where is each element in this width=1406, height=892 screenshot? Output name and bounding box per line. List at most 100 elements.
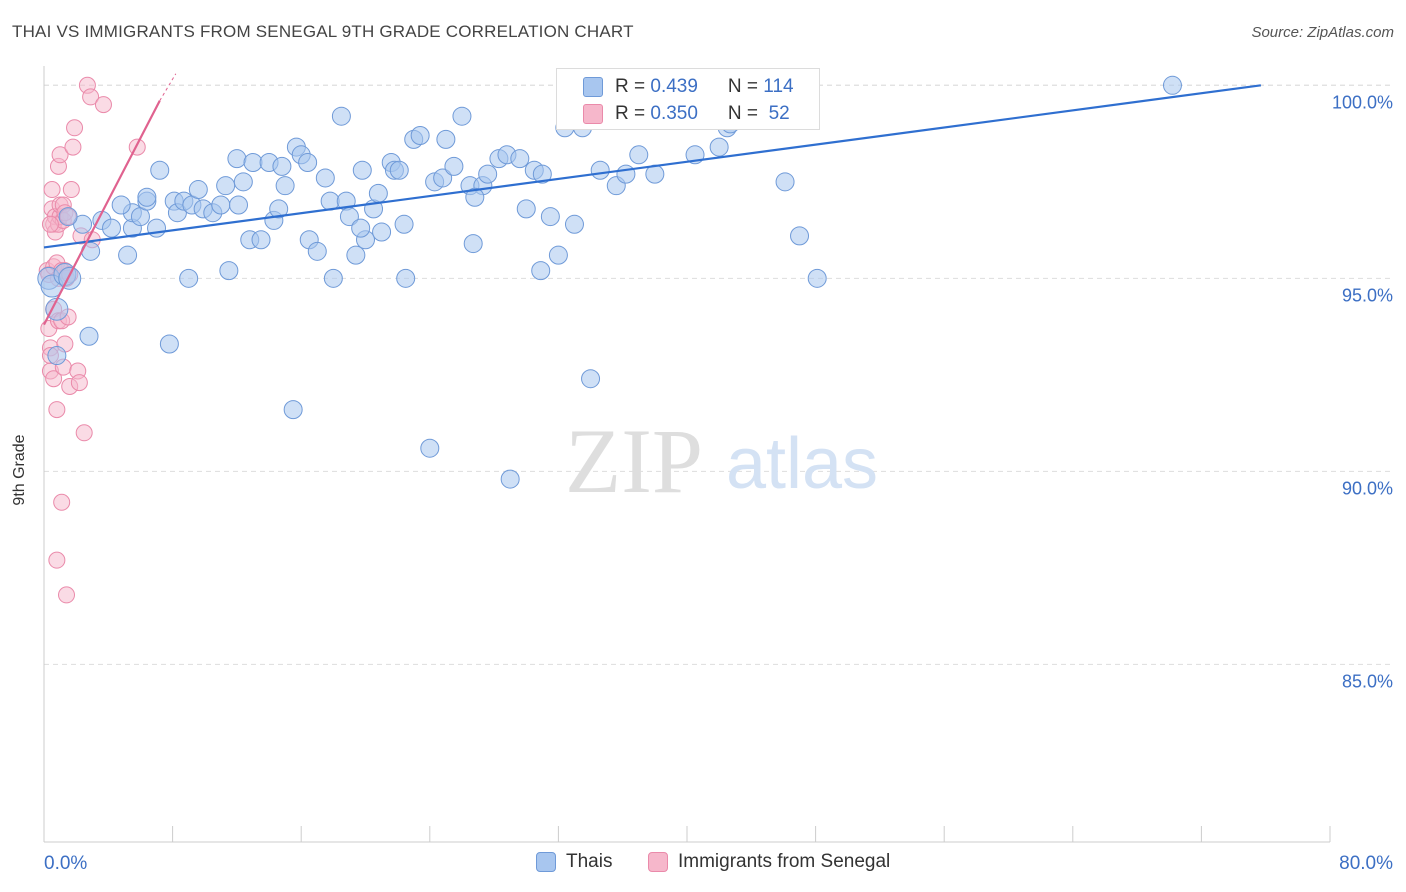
tick-labels: 100.0% 95.0% 90.0% 85.0% 0.0% 80.0% [44,92,1393,874]
thai-point [436,129,456,149]
thai-point [331,106,351,126]
thai-point [298,153,318,173]
stats-row-thai: R = 0.439 N = 114 [615,74,794,100]
legend-item-thais[interactable]: Thais [536,851,612,873]
senegal-point [48,551,66,569]
thai-point [629,145,649,165]
thai-point [433,168,453,188]
senegal-point [53,493,71,511]
thai-point [251,230,271,250]
thai-point [233,172,253,192]
stats-row-senegal: R = 0.350 N = 52 [615,101,790,127]
thai-point [463,234,483,254]
thai-point [410,125,430,145]
grid-lines [44,84,1394,665]
thai-trend-line [43,84,1262,249]
thai-point [500,469,520,489]
legend-swatch-senegal [648,852,668,872]
thai-point [510,149,530,169]
thai-point [444,156,464,176]
stats-n-label: N = [727,103,764,124]
senegal-trend-extension [159,73,177,102]
stats-r-label: R = [615,76,651,97]
x-tick-label-left: 0.0% [44,853,87,874]
thai-point [1162,75,1182,95]
thai-point [159,334,179,354]
senegal-point [128,138,146,156]
thai-point [478,164,498,184]
thai-point [315,168,335,188]
legend-label-thais: Thais [566,851,613,872]
thai-point [118,245,138,265]
thai-point [150,160,170,180]
thai-point [269,199,289,219]
thai-point [540,207,560,227]
thai-point [564,214,584,234]
senegal-point [66,119,84,137]
chart-title: THAI VS IMMIGRANTS FROM SENEGAL 9TH GRAD… [12,22,634,41]
thai-point [352,160,372,180]
thai-point [211,195,231,215]
stats-n-label: N = [727,76,764,97]
thai-point [137,187,157,207]
thai-point [368,183,388,203]
thai-point [452,106,472,126]
stats-n-value: 52 [763,103,790,124]
y-tick-label: 100.0% [1332,92,1393,112]
senegal-point [43,181,61,199]
legend-item-senegal[interactable]: Immigrants from Senegal [648,851,890,873]
thai-point [516,199,536,219]
thai-point [323,268,343,288]
senegal-point [62,181,80,199]
thai-point [532,164,552,184]
thai-point [351,218,371,238]
senegal-point [41,215,59,233]
senegal-point [45,370,63,388]
stats-r-label: R = [615,103,651,124]
senegal-point [58,586,76,604]
thai-point [307,241,327,261]
thai-point [283,400,303,420]
stats-r-value: 0.350 [650,103,698,124]
thai-point [47,346,67,366]
stats-legend: R = 0.439 N = 114 R = 0.350 N = 52 [556,68,820,130]
thai-point [372,222,392,242]
thai-point [581,369,601,389]
thai-point [389,160,409,180]
thai-point [79,326,99,346]
senegal-point [64,138,82,156]
watermark: ZIP atlas [565,410,878,512]
thai-point [275,176,295,196]
thai-point [102,218,122,238]
thai-point [243,153,263,173]
y-tick-label: 90.0% [1342,478,1393,498]
thai-point [465,187,485,207]
watermark-atlas: atlas [726,424,878,504]
x-tick-label-right: 80.0% [1339,853,1393,874]
thai-point [179,268,199,288]
thai-point [531,261,551,281]
thai-point [227,149,247,169]
thai-point [272,156,292,176]
stats-swatch-thai [583,77,603,97]
thai-point [775,172,795,192]
senegal-point [94,96,112,114]
thai-point [420,438,440,458]
stats-swatch-senegal [583,104,603,124]
thai-point [807,268,827,288]
thai-point [216,176,236,196]
thai-point [188,180,208,200]
trend-lines [43,73,1262,326]
thai-point [548,245,568,265]
thai-point [219,261,239,281]
thai-point [111,195,131,215]
thai-point [394,214,414,234]
thai-point [616,164,636,184]
legend-swatch-thais [536,852,556,872]
thai-point [58,266,82,290]
thai-point [229,195,249,215]
y-tick-label: 95.0% [1342,285,1393,305]
senegal-point [75,424,93,442]
senegal-point [82,88,100,106]
